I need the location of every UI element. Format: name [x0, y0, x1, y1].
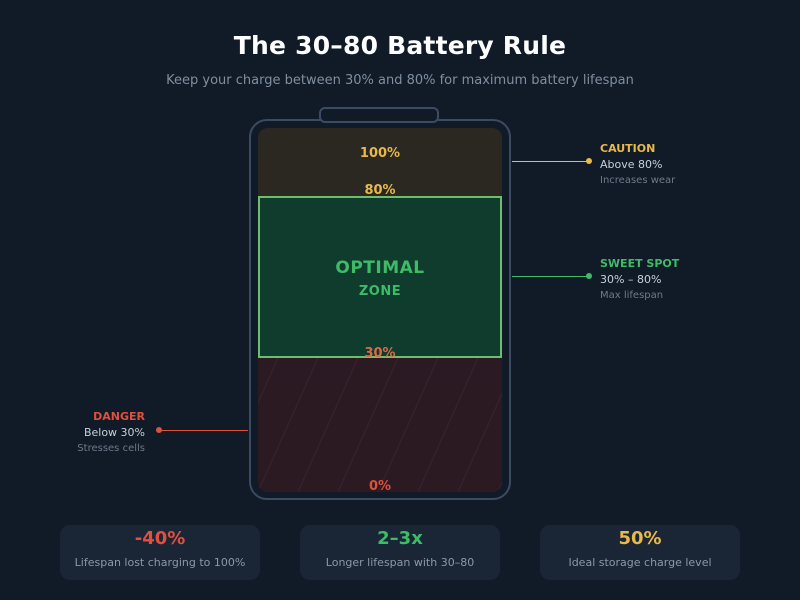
stat-value: 50%	[618, 528, 662, 549]
stat-card-storage-level: 50% Ideal storage charge level	[540, 525, 740, 580]
optimal-zone	[258, 196, 502, 358]
danger-note: Stresses cells	[77, 443, 145, 454]
level-label-bottom: 0%	[368, 479, 392, 494]
caution-leader-line	[512, 161, 588, 162]
level-label-upper: 80%	[364, 183, 396, 198]
stat-card-longer-lifespan: 2–3x Longer lifespan with 30–80	[300, 525, 500, 580]
danger-hatch-pattern	[258, 358, 502, 492]
caution-range: Above 80%	[600, 158, 663, 171]
stat-value: 2–3x	[377, 528, 423, 549]
danger-range: Below 30%	[83, 426, 145, 439]
stat-value: -40%	[134, 528, 186, 549]
page-title: The 30–80 Battery Rule	[233, 31, 567, 60]
danger-dot	[156, 427, 162, 433]
danger-zone	[258, 358, 502, 492]
danger-title: DANGER	[93, 410, 145, 423]
caution-dot	[586, 158, 592, 164]
stat-card-lifespan-lost: -40% Lifespan lost charging to 100%	[60, 525, 260, 580]
stat-label: Ideal storage charge level	[568, 556, 712, 569]
sweet-spot-callout: SWEET SPOT 30% – 80% Max lifespan	[600, 256, 679, 304]
level-label-lower: 30%	[364, 346, 396, 361]
level-label-top: 100%	[359, 146, 401, 161]
caution-note: Increases wear	[600, 175, 676, 186]
sweet-spot-leader-line	[512, 276, 588, 277]
sweet-spot-title: SWEET SPOT	[600, 257, 680, 270]
caution-zone	[258, 128, 502, 196]
battery-terminal	[319, 107, 439, 123]
optimal-zone-label: OPTIMAL	[335, 258, 425, 278]
sweet-spot-dot	[586, 273, 592, 279]
stat-label: Lifespan lost charging to 100%	[74, 556, 246, 569]
optimal-zone-sublabel: ZONE	[358, 284, 402, 299]
stat-label: Longer lifespan with 30–80	[325, 556, 475, 569]
sweet-spot-note: Max lifespan	[600, 290, 664, 301]
danger-callout: DANGER Below 30% Stresses cells	[40, 409, 145, 457]
caution-title: CAUTION	[600, 142, 656, 155]
sweet-spot-range: 30% – 80%	[600, 273, 662, 286]
danger-leader-line	[160, 430, 248, 431]
caution-callout: CAUTION Above 80% Increases wear	[600, 141, 675, 189]
page-subtitle: Keep your charge between 30% and 80% for…	[166, 73, 634, 88]
